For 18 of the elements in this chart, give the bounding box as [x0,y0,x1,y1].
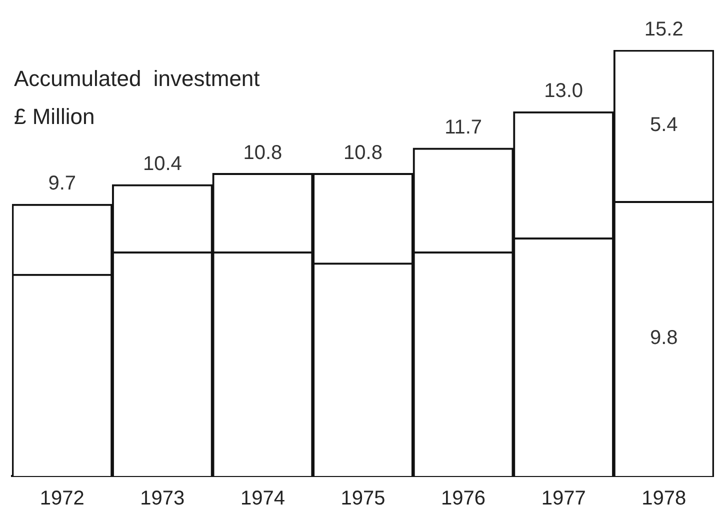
x-tick-label: 1972 [40,488,84,510]
x-tick-label: 1978 [642,488,686,510]
total-label: 11.7 [444,116,482,139]
x-tick-label: 1977 [541,488,586,510]
x-tick-label: 1975 [340,488,386,510]
total-label: 10.4 [142,153,182,176]
total-label: 10.8 [243,142,282,164]
text: £ Million [14,103,96,131]
text: Accumulated investment [14,65,260,93]
x-tick-label: 1976 [441,488,486,510]
total-label: 10.8 [344,142,382,164]
data-label: 5.4 [650,114,678,136]
x-tick-label: 1974 [240,488,285,510]
data-label: 9.8 [650,327,678,350]
total-label: 15.2 [644,18,684,41]
total-label: 13.0 [544,80,584,102]
x-tick-label: 1973 [140,488,185,510]
total-label: 9.7 [48,172,76,195]
